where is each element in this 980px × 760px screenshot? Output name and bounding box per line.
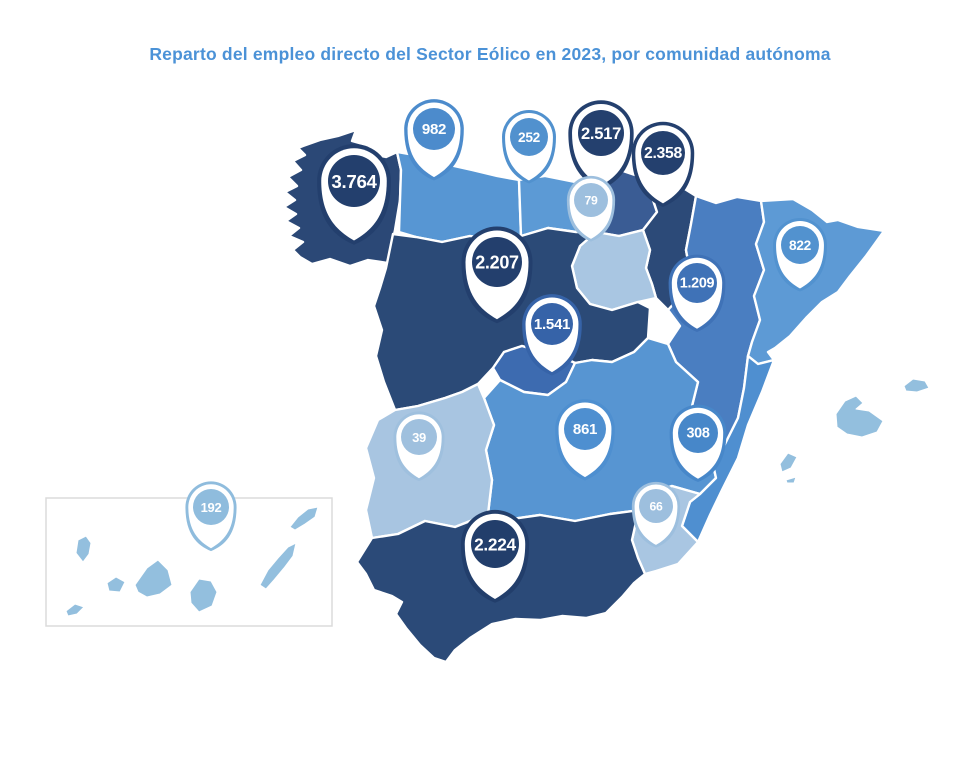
pin-value-disc <box>471 520 519 568</box>
value-pin-madrid: 1.541 <box>522 294 582 376</box>
value-pin-cataluna: 822 <box>773 218 827 292</box>
island-fuerteventura <box>259 542 297 590</box>
pin-value-label: 1.209 <box>680 276 715 292</box>
pin-value-label: 2.207 <box>475 253 519 273</box>
island-la-palma <box>75 535 92 563</box>
pin-value-label: 982 <box>422 121 446 138</box>
pin-value-disc <box>413 108 455 150</box>
pin-value-label: 79 <box>585 194 598 208</box>
island-gran-canaria <box>189 578 218 613</box>
pin-value-disc <box>564 408 606 450</box>
island-formentera <box>785 476 797 484</box>
pin-value-disc <box>641 131 685 175</box>
value-pin-castilla_y_leon: 2.207 <box>461 226 533 324</box>
value-pin-aragon: 1.209 <box>668 254 726 332</box>
value-pin-cantabria: 252 <box>502 110 556 184</box>
island-tenerife <box>134 559 173 598</box>
value-pin-valencia: 308 <box>669 404 727 482</box>
island-mallorca <box>835 395 884 438</box>
island-el-hierro <box>65 603 85 617</box>
pin-value-disc <box>531 303 573 345</box>
pin-value-disc <box>328 155 380 207</box>
island-la-gomera <box>106 576 126 593</box>
pin-value-disc <box>193 489 229 525</box>
pin-value-disc <box>578 110 624 156</box>
value-pin-castilla_la_mancha: 861 <box>555 399 615 481</box>
canary-islands <box>65 506 319 617</box>
value-pin-pais_vasco: 2.517 <box>568 100 634 190</box>
balearic-islands <box>779 378 930 484</box>
pin-value-disc <box>639 489 673 523</box>
value-pin-andalucia: 2.224 <box>460 509 530 603</box>
pin-value-label: 861 <box>573 421 597 438</box>
value-pin-la_rioja: 79 <box>566 175 616 242</box>
value-pin-extremadura: 39 <box>393 411 445 482</box>
value-pin-asturias: 982 <box>404 99 464 181</box>
pin-value-disc <box>401 419 437 455</box>
pin-value-label: 308 <box>686 426 709 442</box>
island-menorca <box>903 378 930 393</box>
pin-value-label: 3.764 <box>331 171 377 192</box>
pin-value-label: 2.358 <box>644 145 683 162</box>
pin-value-label: 2.224 <box>474 535 516 555</box>
pin-value-disc <box>781 226 819 264</box>
value-pin-canarias: 192 <box>185 481 237 552</box>
island-ibiza <box>779 452 798 473</box>
island-lanzarote <box>289 506 319 531</box>
pin-value-label: 192 <box>201 500 222 515</box>
value-pin-galicia: 3.764 <box>317 144 391 245</box>
chart-title: Reparto del empleo directo del Sector Eó… <box>149 44 831 64</box>
pin-value-disc <box>678 413 718 453</box>
pin-value-disc <box>472 237 522 287</box>
value-pin-murcia: 66 <box>631 481 681 548</box>
pin-value-disc <box>510 118 548 156</box>
pin-value-label: 66 <box>650 500 663 514</box>
pin-value-label: 822 <box>789 238 812 253</box>
pin-value-label: 2.517 <box>581 124 621 143</box>
pin-value-disc <box>677 263 717 303</box>
pin-value-disc <box>574 183 608 217</box>
pin-value-label: 252 <box>518 130 541 145</box>
pin-value-label: 39 <box>412 430 426 445</box>
pins-layer: 2.517 2.358 982 252 3.764 79 822 1.209 2.207 1.54… <box>185 99 827 603</box>
pin-value-label: 1.541 <box>534 316 570 333</box>
value-pin-navarra: 2.358 <box>631 121 695 207</box>
